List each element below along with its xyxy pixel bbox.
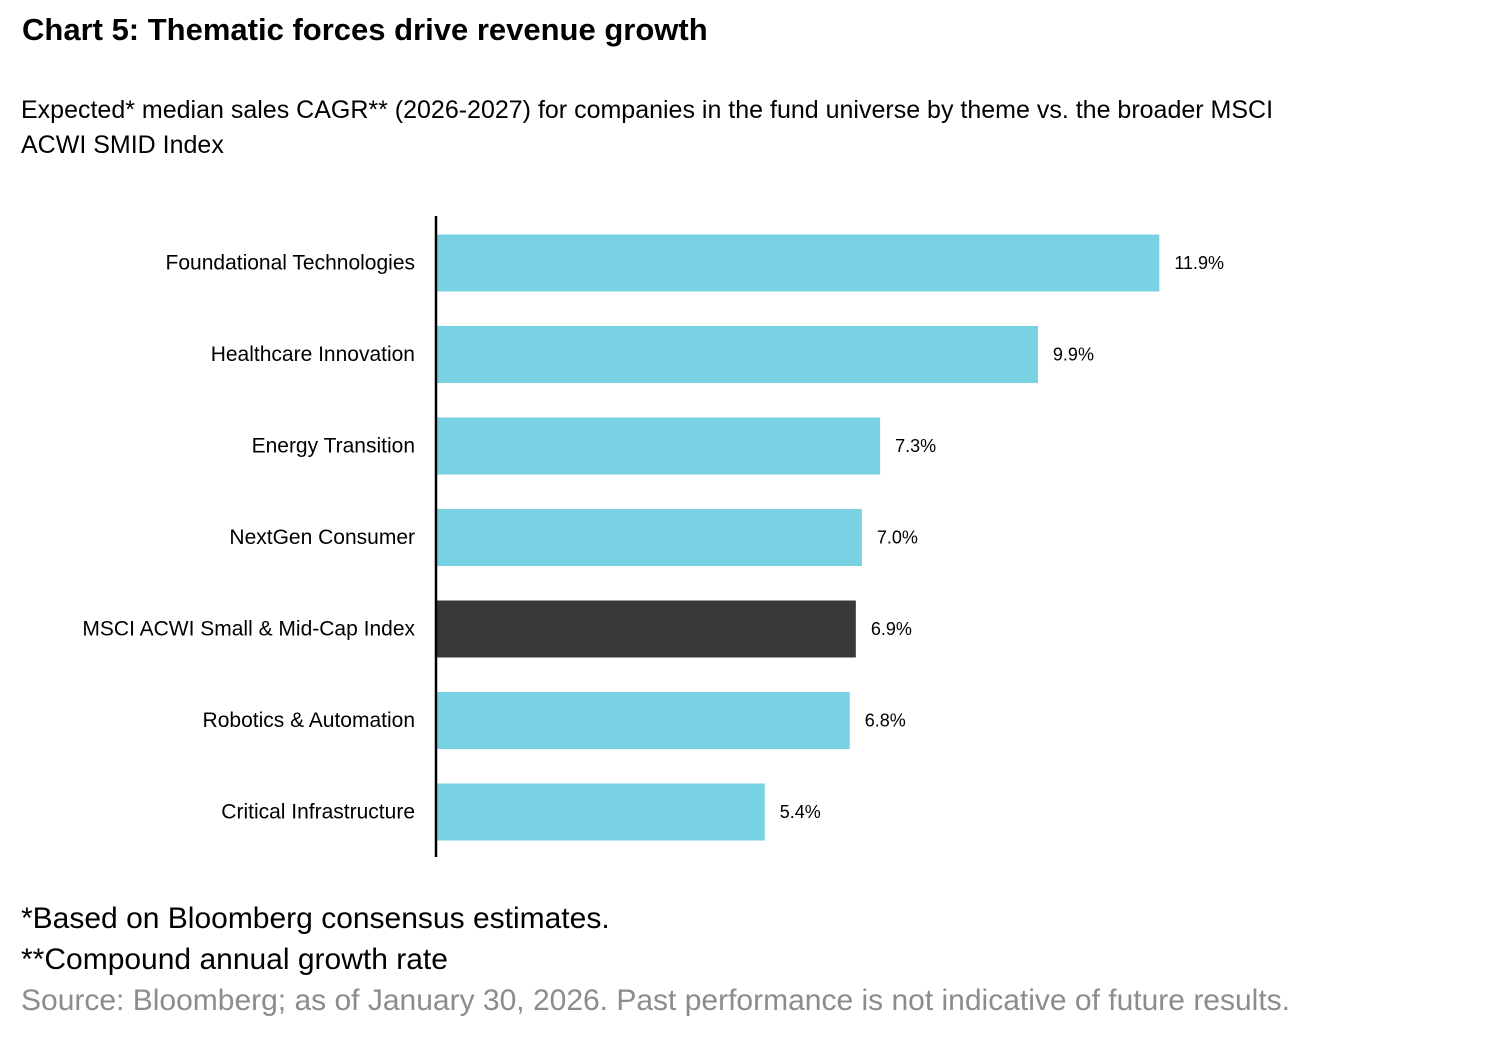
category-label-critical-infrastructure: Critical Infrastructure: [221, 801, 415, 824]
value-label-critical-infrastructure: 5.4%: [780, 802, 821, 822]
category-label-foundational-technologies: Foundational Technologies: [166, 252, 415, 275]
value-label-msci-acwi-small-mid-cap-index: 6.9%: [871, 619, 912, 639]
footnotes: *Based on Bloomberg consensus estimates.…: [21, 898, 1290, 1021]
category-label-energy-transition: Energy Transition: [252, 435, 415, 458]
category-label-msci-acwi-small-mid-cap-index: MSCI ACWI Small & Mid-Cap Index: [82, 618, 415, 641]
source-note: Source: Bloomberg; as of January 30, 202…: [21, 984, 1291, 1017]
footnote-consensus: *Based on Bloomberg consensus estimates.: [21, 902, 610, 935]
bar-foundational-technologies: [437, 234, 1160, 292]
bar-critical-infrastructure: [437, 783, 765, 841]
value-label-foundational-technologies: 11.9%: [1174, 253, 1224, 273]
chart-title: Chart 5: Thematic forces drive revenue g…: [22, 12, 708, 47]
bar-robotics-automation: [437, 692, 850, 749]
footnote-cagr: **Compound annual growth rate: [21, 943, 448, 976]
category-label-nextgen-consumer: NextGen Consumer: [229, 526, 415, 549]
bar-msci-acwi-small-mid-cap-index: [437, 600, 856, 658]
category-label-robotics-automation: Robotics & Automation: [203, 709, 415, 732]
bar-energy-transition: [437, 417, 881, 475]
category-labels-layer: Foundational Technologies Healthcare Inno…: [82, 252, 415, 824]
value-label-robotics-automation: 6.8%: [865, 711, 906, 731]
bar-healthcare-innovation: [437, 326, 1038, 383]
value-label-nextgen-consumer: 7.0%: [877, 528, 918, 548]
value-label-healthcare-innovation: 9.9%: [1053, 345, 1094, 365]
value-labels-layer: 11.9% 9.9% 7.3% 7.0% 6.9% 6.8% 5.4%: [780, 253, 1224, 822]
category-label-healthcare-innovation: Healthcare Innovation: [211, 343, 415, 366]
bar-nextgen-consumer: [437, 509, 862, 566]
chart-subtitle: Expected* median sales CAGR** (2026-2027…: [21, 96, 1274, 159]
bars-layer: [437, 234, 1160, 841]
value-label-energy-transition: 7.3%: [895, 436, 936, 456]
